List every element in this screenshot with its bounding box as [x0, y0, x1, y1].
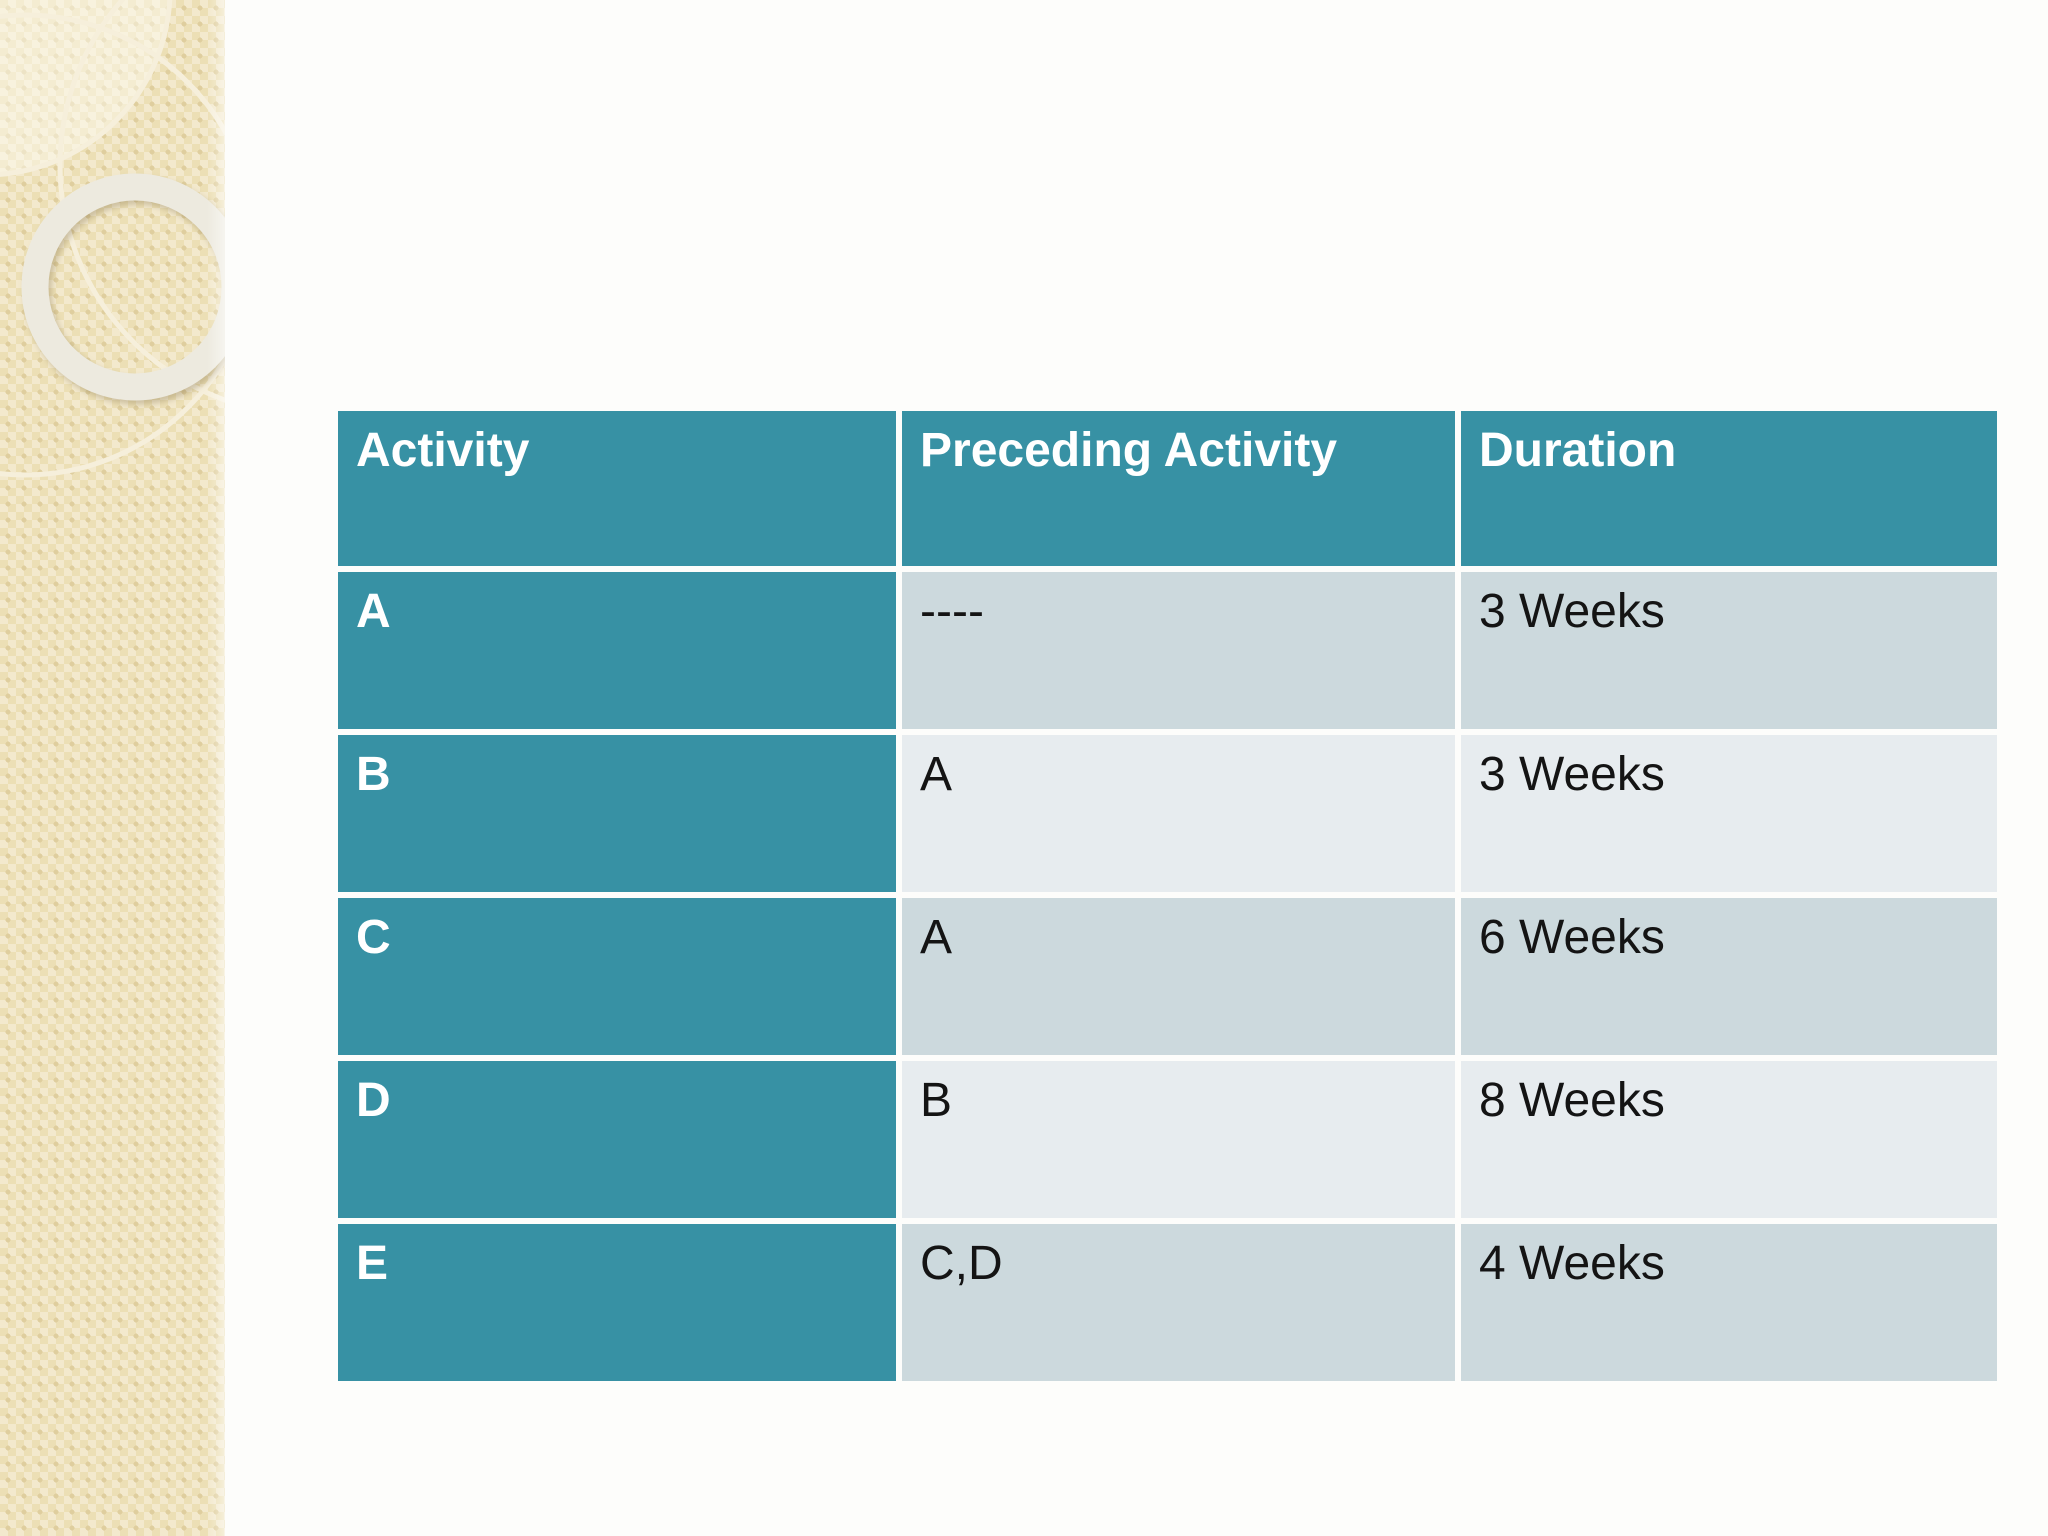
row-d-preceding: B [902, 1061, 1455, 1218]
header-cell-preceding-activity: Preceding Activity [902, 411, 1455, 566]
row-c-preceding: A [902, 898, 1455, 1055]
row-d-label: D [338, 1061, 896, 1218]
decorative-circle-thin-cross [57, 0, 225, 403]
row-b-preceding: A [902, 735, 1455, 892]
decorative-circles [0, 0, 225, 478]
row-e-preceding: C,D [902, 1224, 1455, 1381]
row-d-duration: 8 Weeks [1461, 1061, 1997, 1218]
row-b-label: B [338, 735, 896, 892]
row-a-duration: 3 Weeks [1461, 572, 1997, 729]
row-a-preceding: ---- [902, 572, 1455, 729]
decorative-ring [21, 173, 225, 401]
row-c-label: C [338, 898, 896, 1055]
row-e-duration: 4 Weeks [1461, 1224, 1997, 1381]
row-a-label: A [338, 572, 896, 729]
header-cell-activity: Activity [338, 411, 896, 566]
header-cell-duration: Duration [1461, 411, 1997, 566]
decorative-circle-light-quarter [0, 0, 173, 177]
row-c-duration: 6 Weeks [1461, 898, 1997, 1055]
slide-sidebar [0, 0, 225, 1536]
row-b-duration: 3 Weeks [1461, 735, 1997, 892]
row-e-label: E [338, 1224, 896, 1381]
activity-table: Activity Preceding Activity Duration A -… [338, 411, 1997, 1381]
decorative-circle-thin-large [0, 12, 225, 478]
